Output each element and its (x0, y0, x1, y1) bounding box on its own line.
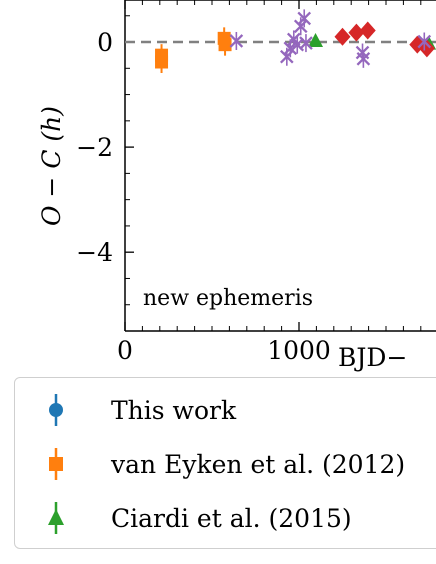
legend: This work van Eyken et al. (2012) Ciardi… (14, 377, 436, 549)
legend-item-ciardi: Ciardi et al. (2015) (15, 498, 436, 538)
legend-item-this-work: This work (15, 390, 436, 430)
y-tick-label: −2 (76, 133, 113, 162)
triangle-marker (308, 32, 324, 47)
y-tick-label: −4 (76, 238, 113, 267)
triangle-errorbar-icon (48, 502, 64, 534)
square-marker (155, 55, 169, 69)
diamond-marker (348, 23, 365, 42)
x-tick-label: 1000 (267, 336, 331, 365)
legend-label: van Eyken et al. (2012) (111, 450, 406, 479)
legend-label: This work (111, 396, 237, 425)
plot-annotation: new ephemeris (143, 286, 313, 311)
circle-errorbar-icon (49, 394, 63, 426)
axis-ticks (124, 0, 422, 332)
diamond-marker (359, 21, 376, 40)
y-axis-label: O − C (h) (37, 106, 66, 226)
axis-labels: 0 1000 0 −2 −4 (76, 28, 331, 365)
square-errorbar-icon (49, 448, 63, 480)
diamond-marker (334, 27, 351, 46)
x-axis-label: BJD− (338, 343, 407, 372)
legend-label: Ciardi et al. (2015) (111, 504, 352, 533)
y-tick-label: 0 (97, 28, 113, 57)
x-tick-label: 0 (117, 336, 133, 365)
data-points (155, 9, 436, 73)
legend-item-van-eyken: van Eyken et al. (2012) (15, 444, 436, 484)
square-marker (218, 38, 232, 52)
chart-figure: 0 1000 0 −2 −4 O − C (h) BJD− new ephemeris (37, 0, 436, 372)
